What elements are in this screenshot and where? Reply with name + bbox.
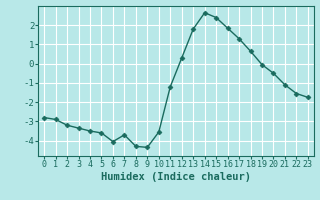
X-axis label: Humidex (Indice chaleur): Humidex (Indice chaleur)	[101, 172, 251, 182]
